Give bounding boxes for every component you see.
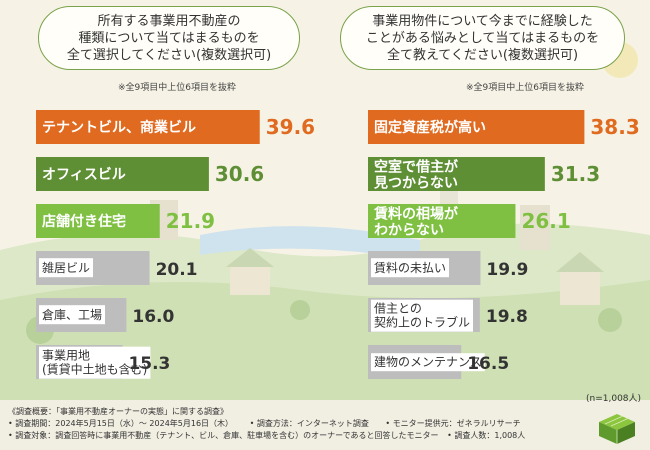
right-value-label-3: 26.1 <box>521 209 570 233</box>
right-note: ※全9項目中上位6項目を抜粋 <box>466 83 584 93</box>
right-bar-1 <box>368 110 585 144</box>
left-category-label-2: オフィスビル <box>42 167 126 183</box>
right-category-label-2: 空室で借主が見つからない <box>373 158 459 191</box>
left-category-label-1: テナントビル、商業ビル <box>42 119 196 136</box>
footer-period: • 調査期間：2024年5月15日（水）～ 2024年5月16日（木） <box>8 419 234 428</box>
left-value-label-3: 21.9 <box>166 209 215 233</box>
left-bar-2 <box>36 157 209 191</box>
right-label-bg-5 <box>371 299 474 332</box>
right-value-label-2: 31.3 <box>551 162 600 186</box>
right-value-label-5: 19.8 <box>486 307 528 327</box>
right-category-label-3: 賃料の相場がわからない <box>373 205 459 238</box>
footer-line-3: • 調査対象：調査回答時に事業用不動産（テナント、ビル、倉庫、駐車場を含む）のオ… <box>8 430 525 442</box>
left-value-label-2: 30.6 <box>215 162 264 186</box>
left-label-bg-6 <box>39 346 151 379</box>
left-bar-1 <box>36 110 260 144</box>
survey-footer: 《調査概要：「事業用不動産オーナーの実態」に関する調査》 • 調査期間：2024… <box>8 406 525 442</box>
left-category-label-6: 事業用地(賃貸中土地も含む) <box>42 349 147 377</box>
left-value-label-4: 20.1 <box>156 260 198 280</box>
right-label-bg-4 <box>371 258 450 278</box>
left-category-label-3: 店舗付き住宅 <box>42 213 126 230</box>
footer-target: • 調査対象：調査回答時に事業用不動産（テナント、ビル、倉庫、駐車場を含む）のオ… <box>8 431 439 440</box>
right-value-label-4: 19.9 <box>486 260 528 280</box>
right-category-label-1: 固定資産税が高い <box>374 119 486 136</box>
right-value-label-1: 38.3 <box>590 115 639 139</box>
left-bar-3 <box>36 204 160 238</box>
left-note: ※全9項目中上位6項目を抜粋 <box>118 83 236 93</box>
left-category-label-5: 倉庫、工場 <box>42 307 102 322</box>
left-value-label-1: 39.6 <box>266 115 315 139</box>
footer-count: • 調査人数：1,008人 <box>447 431 526 440</box>
right-label-bg-6 <box>371 353 485 372</box>
left-label-bg-4 <box>39 258 94 278</box>
right-bar-3 <box>368 204 516 238</box>
right-bar-2 <box>368 157 545 191</box>
sample-size: (n=1,008人) <box>586 394 642 404</box>
right-category-label-6: 建物のメンテナンス <box>374 355 482 369</box>
left-question-bubble: 所有する事業用不動産の 種類について当てはまるものを 全て選択してください(複数… <box>38 6 300 70</box>
right-question-bubble: 事業用物件について今までに経験した ことがある悩みとして当てはまるものを 全て教… <box>340 6 625 70</box>
left-value-label-5: 16.0 <box>132 307 174 327</box>
left-value-label-6: 15.3 <box>128 354 170 374</box>
footer-provider: • モニター提供元：ゼネラルリサーチ <box>385 419 521 428</box>
footer-line-1: 《調査概要：「事業用不動産オーナーの実態」に関する調査》 <box>8 407 228 416</box>
footer-line-2: • 調査期間：2024年5月15日（水）～ 2024年5月16日（木） • 調査… <box>8 418 525 430</box>
logo-cube-icon <box>599 414 635 444</box>
right-question-text: 事業用物件について今までに経験した ことがある悩みとして当てはまるものを 全て教… <box>365 14 600 63</box>
footer-method: • 調査方法：インターネット調査 <box>249 419 369 428</box>
right-value-label-6: 16.5 <box>467 354 509 374</box>
left-question-text: 所有する事業用不動産の 種類について当てはまるものを 全て選択してください(複数… <box>66 14 272 63</box>
left-label-bg-5 <box>39 305 106 325</box>
right-category-label-4: 賃料の未払い <box>374 260 446 275</box>
right-category-label-5: 借主との契約上のトラブル <box>374 302 470 330</box>
left-category-label-4: 雑居ビル <box>42 260 90 275</box>
